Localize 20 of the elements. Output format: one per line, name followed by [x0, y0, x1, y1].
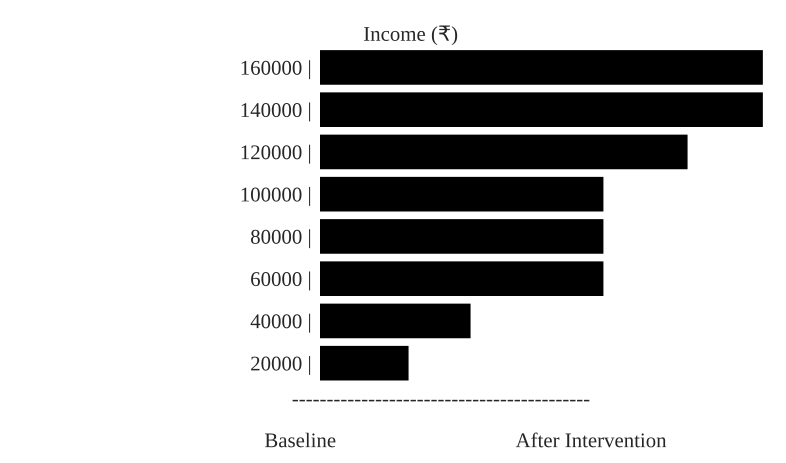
y-tick-label: 60000 |: [251, 271, 310, 290]
y-tick-label: 40000 |: [250, 314, 310, 333]
bar: [320, 176, 604, 212]
y-tick-label: 80000 |: [251, 229, 310, 248]
bar: [320, 134, 688, 170]
chart-title: Income (₹): [364, 26, 458, 46]
text: After Intervention: [516, 432, 666, 448]
y-tick-label: 140000 |: [242, 102, 310, 122]
y-tick-label: 120000 |: [242, 144, 310, 164]
y-tick-label: 160000 |: [242, 60, 310, 80]
y-tick-label: 20000 |: [251, 356, 310, 375]
bar: [320, 219, 604, 254]
bar: [320, 261, 604, 296]
bar: [320, 346, 409, 380]
text: -------------------------------------------: [292, 400, 590, 402]
bar: [320, 304, 471, 338]
y-tick-label: 100000 |: [242, 186, 310, 206]
text: Baseline: [264, 432, 336, 448]
bar: [320, 50, 763, 85]
bar: [320, 92, 763, 127]
